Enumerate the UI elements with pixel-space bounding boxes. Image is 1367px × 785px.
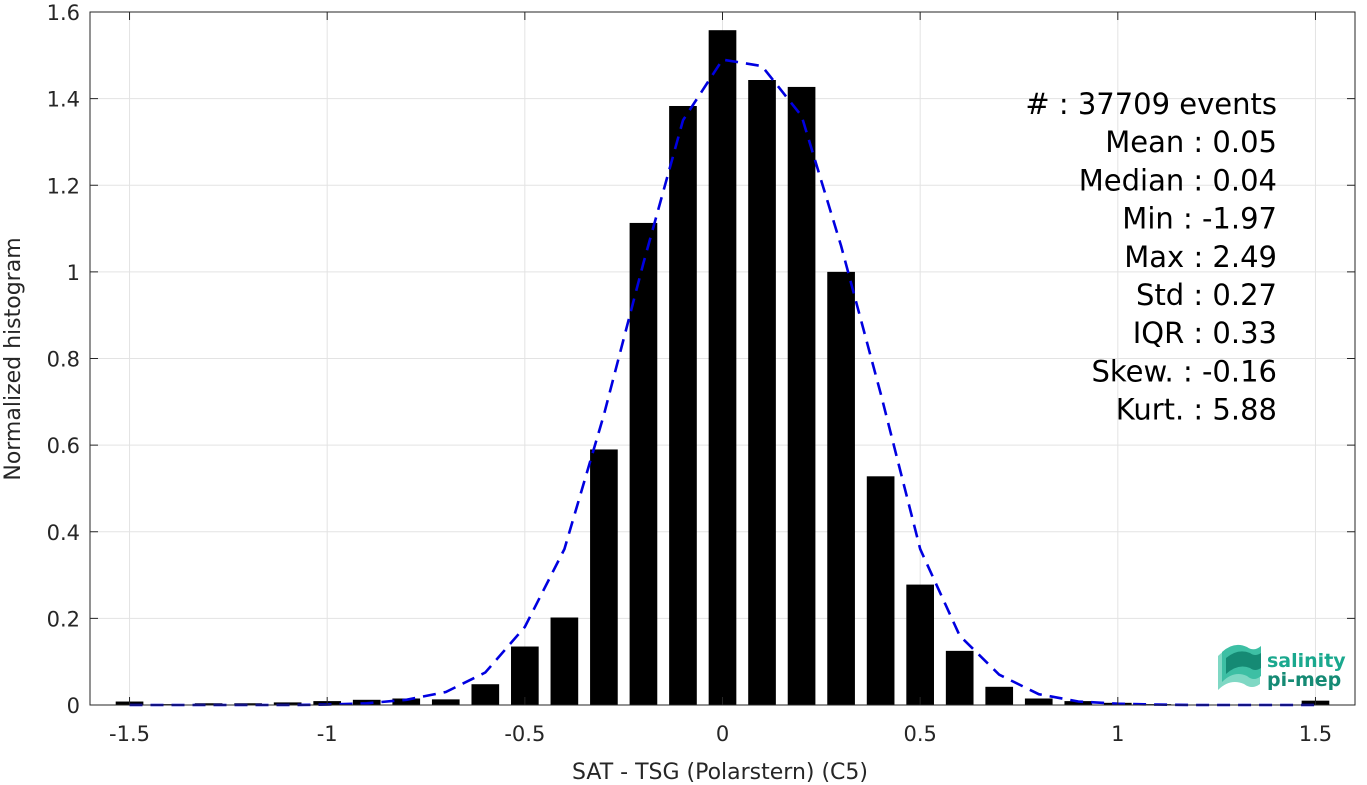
stat-line: Median : 0.04 <box>1079 163 1277 197</box>
y-tick-label: 1 <box>67 261 80 285</box>
x-tick-label: -1 <box>317 722 338 746</box>
histogram-bar <box>827 271 855 705</box>
histogram-bar <box>748 80 776 706</box>
histogram-bar <box>1064 701 1093 705</box>
y-tick-label: 0.4 <box>47 521 80 545</box>
x-tick-label: 1 <box>1111 722 1124 746</box>
histogram-bar <box>511 646 539 705</box>
y-tick-label: 1.4 <box>47 88 80 112</box>
histogram-bar <box>787 86 816 706</box>
x-tick-label: 1.5 <box>1299 722 1332 746</box>
statistics-box: # : 37709 events Mean : 0.05 Median : 0.04… <box>1025 87 1277 427</box>
y-tick-label: 0.6 <box>47 434 80 458</box>
histogram-bar <box>550 617 579 705</box>
stat-line: Max : 2.49 <box>1124 240 1277 274</box>
histogram-bar <box>945 650 974 705</box>
x-axis-label: SAT - TSG (Polarstern) (C5) <box>572 760 868 785</box>
histogram-bar <box>194 703 223 705</box>
histogram-bar <box>985 686 1014 705</box>
y-axis-ticks: 0 0.2 0.4 0.6 0.8 1 1.2 1.4 1.6 <box>47 1 1355 718</box>
y-tick-label: 0.2 <box>47 607 80 631</box>
histogram-bar <box>906 584 934 705</box>
histogram-bar <box>669 105 697 705</box>
x-tick-label: -1.5 <box>109 722 150 746</box>
y-axis-label: Normalized histogram <box>1 237 26 480</box>
histogram-bar <box>392 698 421 705</box>
y-tick-label: 1.6 <box>47 1 80 25</box>
y-tick-label: 1.2 <box>47 174 80 198</box>
stat-line: IQR : 0.33 <box>1133 316 1277 350</box>
logo-text-line1: salinity <box>1267 650 1346 672</box>
histogram-bar <box>629 222 658 705</box>
histogram-bar <box>866 476 895 705</box>
stat-line: Mean : 0.05 <box>1105 125 1277 159</box>
stat-line: Min : -1.97 <box>1122 202 1277 236</box>
x-tick-label: 0 <box>716 722 729 746</box>
histogram-bar <box>590 449 618 705</box>
histogram-bars <box>115 30 1330 706</box>
stat-line: Std : 0.27 <box>1136 278 1277 312</box>
stat-line: Kurt. : 5.88 <box>1116 393 1277 427</box>
x-tick-label: -0.5 <box>504 722 545 746</box>
y-tick-label: 0.8 <box>47 348 80 372</box>
histogram-bar <box>431 699 460 705</box>
stat-line: Skew. : -0.16 <box>1091 354 1277 388</box>
stat-line: # : 37709 events <box>1025 87 1277 121</box>
logo-text-line2: pi-mep <box>1267 669 1341 691</box>
x-axis-ticks: -1.5 -1 -0.5 0 0.5 1 1.5 <box>109 12 1332 746</box>
y-tick-label: 0 <box>67 694 80 718</box>
histogram-bar <box>234 703 262 705</box>
histogram-bar <box>708 30 737 706</box>
histogram-bar <box>471 684 500 705</box>
x-tick-label: 0.5 <box>903 722 936 746</box>
salinity-wave-icon <box>1218 644 1261 690</box>
salinity-pi-mep-logo: salinity pi-mep <box>1218 644 1346 691</box>
histogram-bar <box>1024 698 1053 705</box>
